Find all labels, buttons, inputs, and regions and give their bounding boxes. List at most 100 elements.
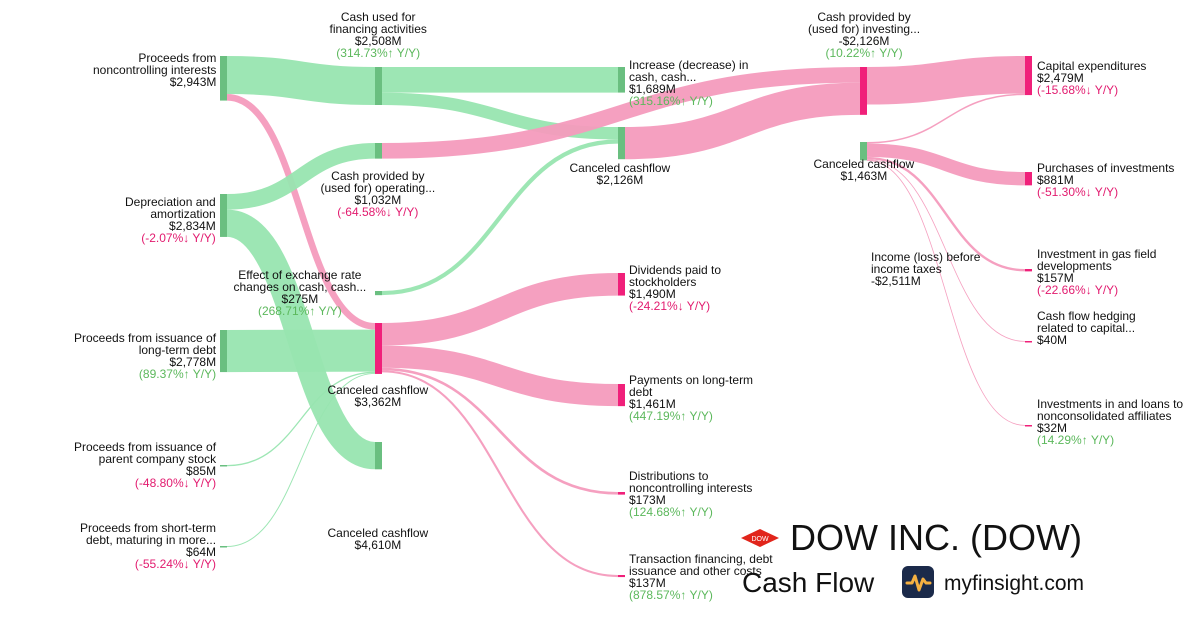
node-bar-inc: [618, 67, 625, 93]
node-label-dist: Distributions to noncontrolling interests…: [629, 470, 752, 518]
node-label-line: Cash provided by: [331, 169, 425, 183]
node-bar-cc4: [860, 142, 867, 161]
node-label-line: (878.57%↑ Y/Y): [629, 588, 713, 602]
node-label-line: Cash used for: [340, 10, 416, 24]
node-bar-ncI: [220, 56, 227, 101]
node-label-ltd: Proceeds from issuance of long-term debt $…: [74, 332, 216, 380]
node-bar-cc3: [618, 127, 625, 160]
node-label-line: (-15.68%↓ Y/Y): [1037, 83, 1119, 97]
flow-cc1-to-tfc: [381, 370, 619, 578]
node-bar-tfc: [618, 575, 625, 578]
node-bar-std: [220, 546, 227, 548]
node-label-line: Proceeds from short-term: [80, 521, 217, 535]
node-label-line: $1,463M: [840, 169, 888, 183]
node-label-fin: Cash used for financing activities $2,508M…: [330, 11, 427, 59]
statement-title: Cash Flow: [742, 567, 875, 598]
node-label-line: Income (loss) before: [871, 250, 981, 264]
node-label-line: $2,126M: [596, 173, 644, 187]
node-label-line: (14.29%↑ Y/Y): [1037, 433, 1115, 447]
node-label-line: $2,778M: [169, 355, 217, 369]
node-label-ncI: Proceeds from noncontrolling interests $2,…: [93, 52, 216, 88]
node-label-nca: Investments in and loans to nonconsolidat…: [1037, 398, 1183, 446]
node-label-line: $881M: [1037, 173, 1074, 187]
node-label-line: stockholders: [629, 275, 697, 289]
node-label-line: -$2,126M: [838, 34, 890, 48]
node-label-line: Proceeds from issuance of: [74, 440, 217, 454]
node-label-line: Increase (decrease) in: [629, 58, 749, 72]
node-label-line: Investment in gas field: [1037, 247, 1157, 261]
node-label-line: $2,834M: [169, 219, 216, 233]
node-bar-gas: [1025, 269, 1032, 272]
node-label-line: issuance and other costs: [629, 564, 762, 578]
node-bar-dist: [618, 492, 625, 495]
node-label-line: $1,689M: [629, 82, 676, 96]
node-label-line: $3,362M: [354, 395, 402, 409]
node-label-line: cash, cash...: [629, 70, 697, 84]
node-label-line: $275M: [281, 292, 319, 306]
node-label-line: Canceled cashflow: [327, 526, 429, 540]
node-label-line: (315.16%↑ Y/Y): [629, 94, 713, 108]
node-label-fx: Effect of exchange rate changes on cash, …: [234, 269, 367, 317]
site-name[interactable]: myfinsight.com: [944, 572, 1085, 595]
node-label-line: Depreciation and: [125, 195, 216, 209]
node-label-line: changes on cash, cash...: [233, 280, 367, 294]
node-label-line: Canceled cashflow: [813, 157, 915, 171]
node-label-line: related to capital...: [1037, 321, 1136, 335]
node-label-tfc: Transaction financing, debt issuance and …: [629, 553, 773, 601]
node-bar-pay: [618, 384, 625, 407]
node-label-line: (124.68%↑ Y/Y): [629, 505, 713, 519]
node-label-line: $1,461M: [629, 397, 676, 411]
flow-ncI-to-fin: [226, 56, 376, 105]
node-bar-ops: [375, 143, 382, 159]
flow-pcs-to-cc1: [226, 371, 376, 467]
node-label-line: $32M: [1037, 421, 1068, 435]
company-title: DOW INC. (DOW): [790, 517, 1082, 558]
node-bar-div: [618, 273, 625, 296]
node-label-line: (314.73%↑ Y/Y): [336, 46, 421, 60]
flow-cc4-to-hedge: [866, 159, 1026, 342]
flow-cc1-to-pay: [381, 345, 619, 407]
node-label-line: Proceeds from issuance of: [74, 331, 217, 345]
node-label-line: (-24.21%↓ Y/Y): [629, 299, 711, 313]
node-label-line: developments: [1037, 259, 1112, 273]
node-bar-nca: [1025, 425, 1032, 427]
node-label-line: $157M: [1037, 271, 1074, 285]
node-label-line: financing activities: [329, 22, 427, 36]
node-label-line: (89.37%↑ Y/Y): [138, 367, 217, 381]
node-label-ibt: Income (loss) before income taxes -$2,511M: [871, 251, 980, 287]
node-bar-dep: [220, 194, 227, 237]
node-bar-cc1: [375, 323, 382, 374]
node-label-line: Purchases of investments: [1037, 161, 1175, 175]
flow-cc3-to-inv: [624, 82, 861, 160]
node-label-line: $4,610M: [354, 538, 402, 552]
node-label-line: debt, maturing in more...: [85, 533, 217, 547]
node-label-line: Distributions to: [629, 469, 709, 483]
node-label-line: Cash flow hedging: [1037, 309, 1136, 323]
node-label-line: $64M: [186, 545, 217, 559]
node-label-dep: Depreciation and amortization $2,834M (-2.0…: [125, 196, 216, 244]
node-bar-hedge: [1025, 341, 1032, 343]
flow-ops-to-inv: [381, 67, 861, 159]
node-bar-cc2: [375, 442, 382, 470]
node-label-line: $1,490M: [629, 287, 676, 301]
pulse-icon: [902, 566, 934, 598]
dow-logo-text: DOW: [751, 536, 769, 543]
node-bar-fin: [375, 67, 382, 105]
node-label-line: $2,508M: [354, 34, 402, 48]
node-label-div: Dividends paid to stockholders $1,490M (-24…: [629, 264, 721, 312]
node-label-line: income taxes: [871, 262, 942, 276]
node-label-ops: Cash provided by (used for) operating... $…: [321, 170, 436, 218]
node-bar-fx: [375, 291, 382, 296]
node-label-line: -$2,511M: [871, 274, 921, 288]
node-label-hedge: Cash flow hedging related to capital... $4…: [1037, 310, 1136, 346]
node-label-line: Proceeds from: [138, 51, 217, 65]
node-bar-ltd: [220, 330, 227, 373]
node-label-line: Transaction financing, debt: [629, 552, 773, 566]
node-label-line: $137M: [629, 576, 666, 590]
node-bar-poi: [1025, 172, 1032, 186]
node-label-line: (-64.58%↓ Y/Y): [337, 205, 419, 219]
node-label-line: Capital expenditures: [1037, 59, 1147, 73]
node-label-inc: Increase (decrease) in cash, cash... $1,68…: [629, 59, 748, 107]
